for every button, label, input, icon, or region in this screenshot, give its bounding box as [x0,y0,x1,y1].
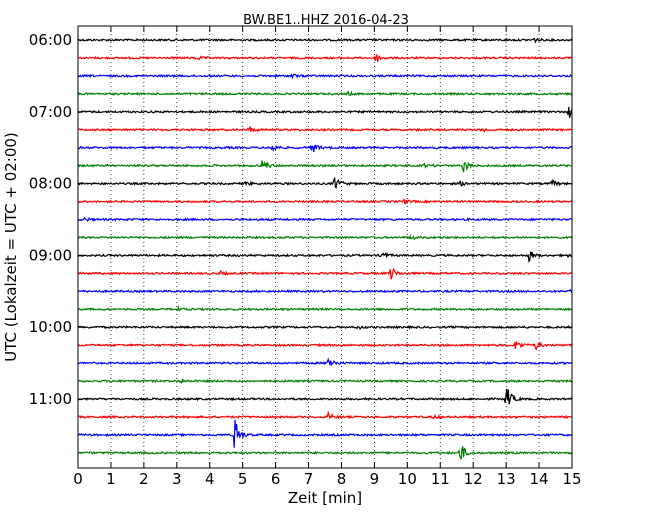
seismic-trace [77,160,572,173]
seismic-trace [77,125,573,133]
x-tick-label: 13 [497,470,516,488]
traces [77,37,573,460]
seismic-trace [77,267,573,280]
y-tick-label: 11:00 [29,390,72,408]
x-tick-label: 11 [431,470,450,488]
seismic-trace [77,288,573,294]
x-tick-label: 2 [139,470,149,488]
seismic-trace [77,446,573,460]
seismic-trace [77,90,573,97]
x-axis-ticks: 0 1 2 3 4 5 6 7 8 9 10 11 12 13 14 15 [73,26,582,488]
seismic-trace [77,144,573,153]
seismic-trace [77,37,573,44]
x-tick-label: 8 [337,470,347,488]
y-axis-label: UTC (Lokalzeit = UTC + 02:00) [2,132,20,362]
seismic-trace [77,53,573,62]
x-axis-label: Zeit [min] [288,489,362,507]
x-tick-label: 14 [530,470,549,488]
x-tick-label: 7 [304,470,314,488]
x-tick-label: 1 [106,470,116,488]
seismic-trace [77,216,573,223]
seismic-trace [77,419,573,448]
y-axis-ticks: 06:00 07:00 08:00 09:00 10:00 11:00 [29,31,572,408]
x-tick-label: 3 [172,470,182,488]
seismic-trace [77,251,573,263]
plot-frame [77,25,573,469]
y-tick-label: 07:00 [29,103,72,121]
x-tick-label: 6 [271,470,281,488]
x-tick-label: 12 [464,470,483,488]
grid-lines [110,26,540,468]
y-tick-label: 08:00 [29,175,72,193]
seismic-trace [77,341,573,351]
x-tick-label: 4 [205,470,215,488]
x-tick-label: 10 [398,470,417,488]
seismic-trace [77,177,573,189]
x-tick-label: 15 [562,470,581,488]
seismic-trace [77,388,573,405]
y-tick-label: 10:00 [29,318,72,336]
seismic-trace [77,305,573,312]
seismic-trace [77,324,573,330]
seismic-trace [77,233,573,241]
y-tick-label: 06:00 [29,31,72,49]
x-tick-label: 0 [73,470,83,488]
seismic-trace [77,197,573,205]
seismic-trace [77,377,573,385]
seismic-trace [77,73,573,80]
chart-title: BW.BE1..HHZ 2016-04-23 [243,13,409,28]
x-tick-label: 5 [238,470,248,488]
y-tick-label: 09:00 [29,246,72,264]
seismic-trace [77,410,573,420]
seismic-trace [77,106,573,118]
seismic-trace [77,357,573,367]
x-tick-label: 9 [370,470,380,488]
